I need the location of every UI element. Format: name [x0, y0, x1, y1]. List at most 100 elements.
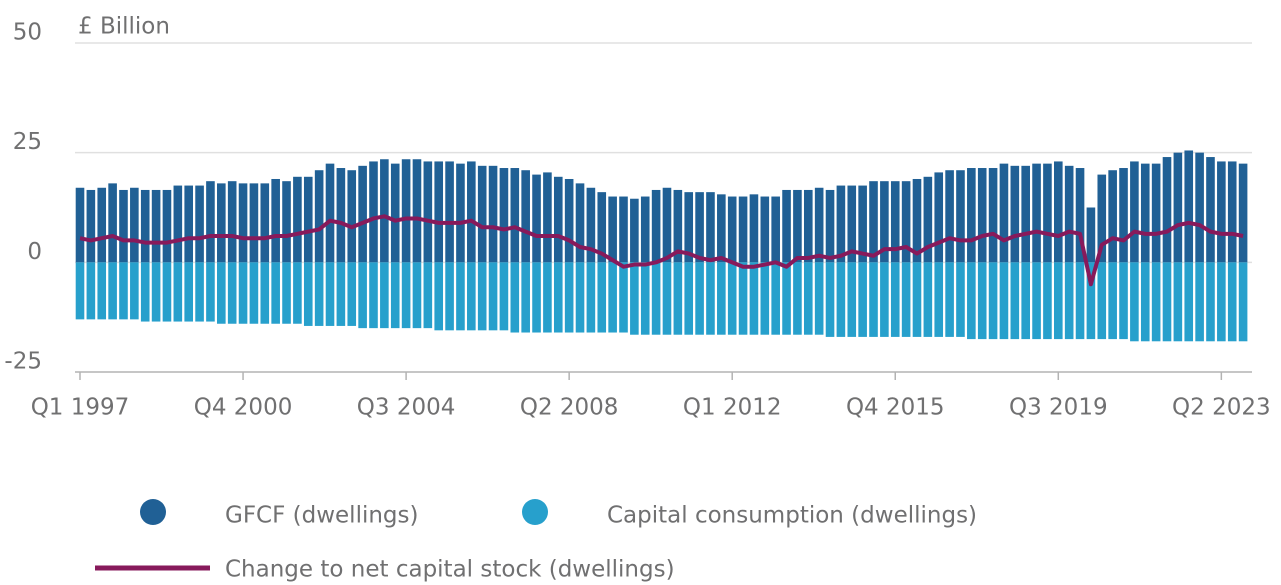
legend-label: Capital consumption (dwellings): [607, 503, 977, 529]
legend-label: GFCF (dwellings): [225, 503, 419, 529]
bar: [510, 262, 520, 333]
bar: [390, 262, 400, 329]
bar: [1184, 262, 1194, 342]
bar: [782, 262, 791, 335]
bar: [1217, 262, 1226, 342]
bar: [803, 262, 813, 335]
bar: [358, 262, 367, 329]
bar: [673, 262, 683, 335]
bar: [977, 168, 987, 263]
bar: [836, 185, 846, 263]
bar: [217, 183, 226, 263]
bar: [651, 189, 661, 263]
bar: [1032, 163, 1041, 263]
bar: [847, 262, 857, 337]
x-tick-label: Q4 2015: [846, 395, 945, 421]
bar: [1043, 262, 1052, 340]
bar: [782, 189, 791, 263]
bar: [945, 262, 954, 337]
bar: [75, 262, 85, 320]
line: [79, 214, 1244, 287]
bar: [967, 168, 976, 263]
bar: [1206, 262, 1215, 342]
bar: [390, 163, 400, 263]
bar: [1086, 262, 1096, 340]
bar: [130, 262, 139, 320]
bar: [738, 196, 748, 263]
y-tick-label: 25: [13, 129, 42, 155]
bar: [108, 262, 117, 320]
bar: [369, 262, 378, 329]
bar: [314, 170, 324, 263]
x-tick-label: Q3 2004: [357, 395, 456, 421]
bar: [249, 183, 259, 263]
bar: [825, 189, 835, 263]
bar: [249, 262, 259, 324]
bar: [1162, 262, 1172, 342]
x-tick-label: Q1 2012: [683, 395, 782, 421]
bar: [564, 178, 574, 263]
bar: [1140, 163, 1150, 263]
y-tick-label: 50: [13, 20, 42, 46]
bar: [1075, 168, 1085, 263]
bar: [988, 168, 998, 263]
bar: [1173, 262, 1183, 342]
bar: [358, 165, 367, 263]
bar: [1151, 163, 1161, 263]
bar: [227, 262, 237, 324]
bar: [1227, 262, 1237, 342]
bar: [1140, 262, 1150, 342]
bar: [456, 163, 465, 263]
bar: [456, 262, 465, 331]
bar: [880, 262, 889, 337]
bar: [1151, 262, 1161, 342]
bar: [1195, 152, 1204, 263]
bar: [445, 161, 454, 263]
bar: [347, 170, 357, 263]
bar: [630, 262, 639, 335]
bar: [934, 262, 944, 337]
x-tick-label: Q2 2023: [1172, 395, 1271, 421]
bar: [988, 262, 998, 340]
bar: [651, 262, 661, 335]
bar: [956, 262, 965, 337]
bar: [999, 163, 1009, 263]
bar: [521, 170, 530, 263]
legend-marker: [522, 499, 548, 525]
bar: [967, 262, 976, 340]
bar: [793, 262, 802, 335]
bar: [151, 262, 161, 322]
bar: [434, 262, 444, 331]
bar: [510, 168, 520, 263]
bar: [380, 159, 389, 263]
bar: [608, 196, 617, 263]
bar: [97, 187, 107, 263]
bar: [1119, 168, 1128, 263]
bar: [597, 192, 607, 263]
bar: [423, 262, 433, 329]
bar: [706, 192, 715, 263]
bar: [282, 181, 291, 263]
bar: [684, 262, 694, 335]
bar: [162, 262, 172, 322]
bar: [727, 262, 737, 335]
bar: [1206, 157, 1215, 263]
bar: [543, 262, 552, 333]
bar: [912, 262, 922, 337]
bar: [140, 189, 150, 263]
bar: [1173, 152, 1183, 263]
bar: [499, 168, 509, 263]
bar: [303, 262, 313, 326]
bar: [553, 176, 563, 263]
bar: [1184, 150, 1194, 263]
bar: [695, 262, 704, 335]
bar: [1043, 163, 1052, 263]
bar: [673, 189, 683, 263]
bar: [597, 262, 607, 333]
bar: [162, 189, 172, 263]
bar: [1119, 262, 1128, 340]
bar: [434, 161, 444, 263]
bar: [999, 262, 1009, 340]
bar: [227, 181, 237, 263]
bar: [662, 262, 672, 335]
